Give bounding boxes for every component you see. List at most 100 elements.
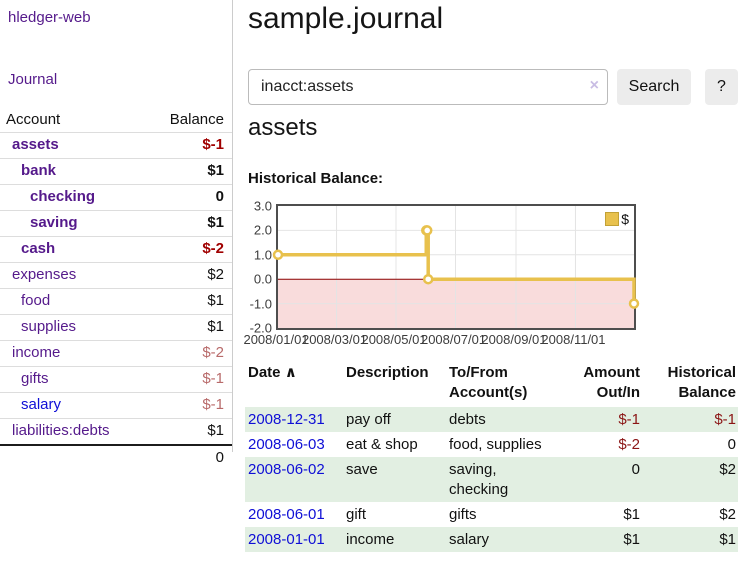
x-axis-tick-label: 2008/03/01 [301, 332, 368, 347]
account-balance: $1 [207, 422, 224, 439]
account-balance: $-2 [202, 240, 224, 257]
account-link[interactable]: assets [12, 136, 59, 153]
balance-column-header: Balance [169, 111, 224, 128]
historical-balance-chart: 3.0 2.0 1.0 0.0 -1.0 -2.0 $ 2008/01/01 2008/03… [243, 198, 668, 348]
account-link[interactable]: supplies [21, 318, 77, 335]
transaction-date-link[interactable]: 2008-06-02 [248, 461, 325, 478]
transaction-accounts: gifts [449, 506, 477, 523]
clear-search-icon[interactable]: × [589, 77, 599, 94]
account-link[interactable]: gifts [21, 370, 49, 387]
account-link[interactable]: bank [21, 162, 57, 179]
register-row: 2008-01-01 income salary $1 $1 [245, 527, 738, 552]
sort-ascending-icon: ∧ [284, 364, 297, 381]
transaction-date-link[interactable]: 2008-12-31 [248, 411, 325, 428]
transaction-accounts: saving, checking [446, 457, 578, 502]
chart-title-label: Historical Balance: [248, 170, 384, 187]
x-axis-tick-label: 2008/01/01 [243, 332, 309, 347]
accounts-column-header: To/From Account(s) [449, 364, 528, 401]
transaction-accounts: debts [446, 407, 578, 432]
description-column-header: Description [346, 364, 429, 381]
transaction-amount: $-2 [618, 436, 640, 453]
account-balance: $1 [207, 318, 224, 335]
account-balance: $-2 [202, 344, 224, 361]
register-row: 2008-06-03 eat & shop food, supplies $-2… [245, 432, 738, 457]
y-axis-tick-label: 1.0 [253, 247, 272, 263]
account-balance: $-1 [202, 136, 224, 153]
balance-line-chart-svg [272, 206, 640, 328]
search-bar: × Search ? [248, 69, 742, 105]
transaction-date-link[interactable]: 2008-01-01 [248, 531, 325, 548]
account-column-header: Account [6, 111, 61, 128]
nav-journal-link[interactable]: Journal [8, 71, 58, 88]
x-axis-tick-label: 2008/09/01 [481, 332, 547, 347]
account-row: bank $1 [0, 158, 232, 184]
date-column-header[interactable]: Date ∧ [248, 364, 297, 381]
account-balance: $2 [207, 266, 224, 283]
transaction-balance: $-1 [642, 407, 738, 432]
transaction-balance: $2 [642, 457, 738, 502]
chart-y-axis: 3.0 2.0 1.0 0.0 -1.0 -2.0 [248, 199, 272, 336]
search-button[interactable]: Search [617, 69, 691, 105]
balance-column-header: Historical Balance [667, 364, 736, 401]
transaction-balance: $1 [642, 527, 738, 552]
account-balance: 0 [215, 188, 224, 205]
accounts-table: Account Balance assets $-1 bank $1 check… [0, 107, 232, 471]
account-link[interactable]: income [12, 344, 61, 361]
account-row: expenses $2 [0, 262, 232, 288]
register-table: Date ∧ Description To/From Account(s) Am… [245, 361, 738, 552]
transaction-amount: 0 [578, 457, 642, 502]
app-title-link[interactable]: hledger-web [8, 9, 91, 26]
account-balance: $1 [207, 214, 224, 231]
account-link[interactable]: checking [30, 188, 96, 205]
chart-legend: $ [605, 211, 629, 227]
transaction-amount: $1 [623, 506, 640, 523]
search-input[interactable] [248, 69, 608, 105]
amount-column-header: Amount Out/In [583, 364, 640, 401]
register-row: 2008-06-02 save saving, checking 0 $2 [245, 457, 738, 502]
register-header-row: Date ∧ Description To/From Account(s) Am… [245, 361, 738, 407]
account-heading: assets [248, 114, 318, 141]
x-axis-tick-label: 2008/07/01 [420, 332, 487, 347]
search-help-button[interactable]: ? [705, 69, 738, 105]
y-axis-tick-label: -2.0 [249, 320, 272, 336]
x-axis-tick-label: 2008/05/01 [361, 332, 427, 347]
transaction-balance: $2 [719, 506, 736, 523]
account-row: gifts $-1 [0, 366, 232, 392]
transaction-date-link[interactable]: 2008-06-01 [248, 506, 325, 523]
transaction-balance: 0 [727, 436, 736, 453]
y-axis-tick-label: 0.0 [253, 271, 272, 287]
register-row: 2008-12-31 pay off debts $-1 $-1 [245, 407, 738, 432]
transaction-description: income [343, 527, 446, 552]
register-row: 2008-06-01 gift gifts $1 $2 [245, 502, 738, 527]
account-balance: $-1 [202, 396, 224, 413]
transaction-amount: $1 [578, 527, 642, 552]
transaction-accounts: food, supplies [449, 436, 542, 453]
accounts-total: 0 [0, 444, 232, 471]
y-axis-tick-label: 3.0 [253, 198, 272, 214]
account-balance: $1 [207, 162, 224, 179]
account-link[interactable]: cash [21, 240, 56, 257]
transaction-description: eat & shop [346, 436, 418, 453]
sidebar: hledger-web Journal Account Balance asse… [0, 0, 233, 466]
account-link[interactable]: food [21, 292, 51, 309]
account-link[interactable]: liabilities:debts [12, 422, 110, 439]
chart-x-axis: 2008/01/01 2008/03/01 2008/05/01 2008/07/01… [243, 332, 636, 348]
y-axis-tick-label: -1.0 [249, 296, 272, 312]
page-title: sample.journal [248, 2, 444, 35]
y-axis-tick-label: 2.0 [253, 222, 272, 238]
transaction-accounts: salary [446, 527, 578, 552]
transaction-amount: $-1 [578, 407, 642, 432]
main-content: sample.journal × Search ? assets Histori… [243, 0, 742, 582]
transaction-description: gift [346, 506, 367, 523]
account-row: cash $-2 [0, 236, 232, 262]
account-link[interactable]: salary [21, 396, 62, 413]
transaction-date-link[interactable]: 2008-06-03 [248, 436, 325, 453]
legend-swatch-icon [605, 212, 620, 226]
account-balance: $1 [207, 292, 224, 309]
account-link[interactable]: saving [30, 214, 78, 231]
x-axis-tick-label: 2008/11/01 [541, 332, 606, 347]
account-balance: $-1 [202, 370, 224, 387]
account-row: assets $-1 [0, 132, 232, 158]
account-row: liabilities:debts $1 [0, 418, 232, 444]
account-link[interactable]: expenses [12, 266, 77, 283]
